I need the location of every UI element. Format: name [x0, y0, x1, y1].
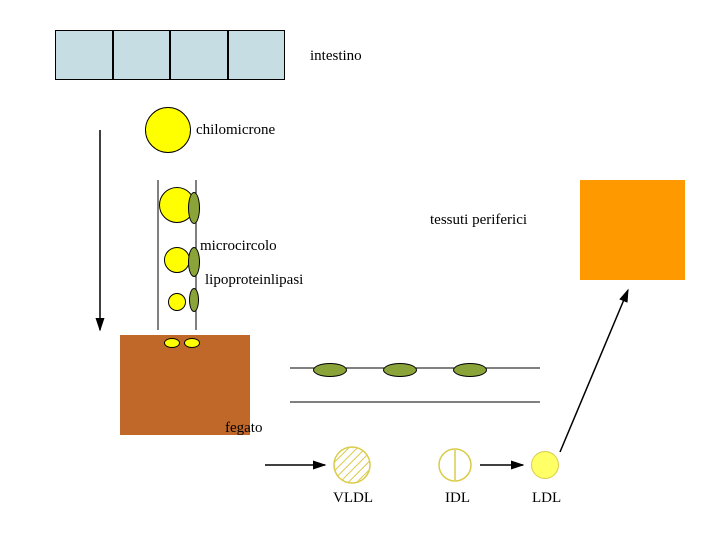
- arrow-ldl-to-tessuti: [0, 0, 720, 540]
